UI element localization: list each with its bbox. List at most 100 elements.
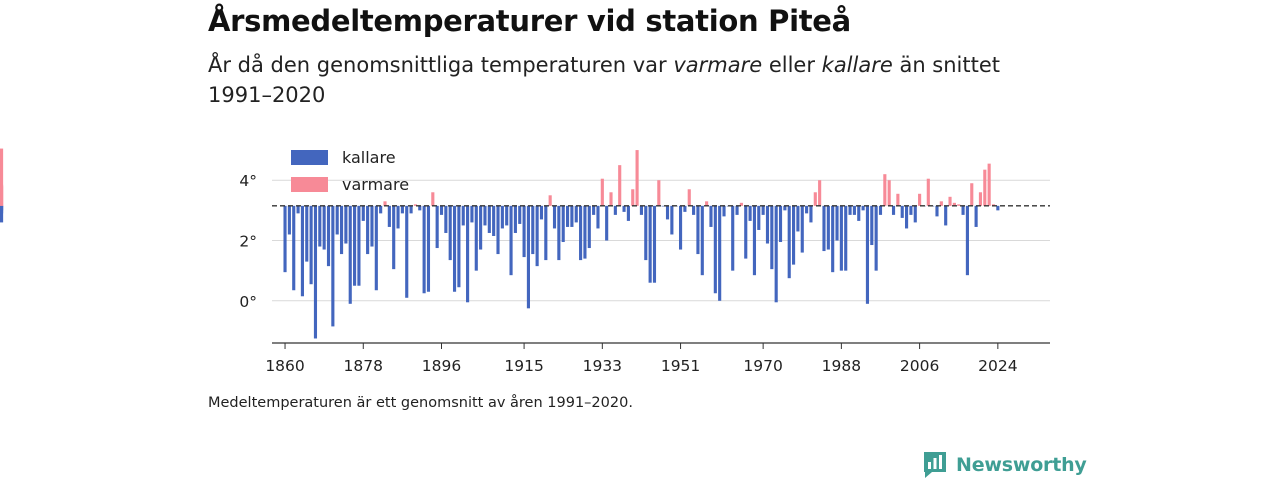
bar-colder <box>379 205 383 214</box>
bar-colder <box>857 205 861 221</box>
bar-colder <box>557 205 561 261</box>
bar-colder <box>470 205 474 223</box>
x-tick-label: 1933 <box>583 357 622 375</box>
bar-colder <box>874 205 878 271</box>
bar-colder <box>835 205 839 241</box>
bar-warmer <box>883 174 887 206</box>
bar-colder <box>361 205 365 221</box>
bar-colder <box>357 205 361 286</box>
x-tick-label: 1915 <box>504 357 543 375</box>
bar-warmer <box>657 180 661 206</box>
bar-colder <box>713 205 717 294</box>
bar-colder <box>374 205 378 291</box>
bar-colder <box>552 205 557 229</box>
bar-colder <box>652 205 657 283</box>
bar-colder <box>909 205 913 215</box>
bar-colder <box>448 205 452 261</box>
bar-warmer <box>431 192 435 206</box>
bar-colder <box>439 205 444 215</box>
bar-colder <box>309 205 313 285</box>
bar-colder <box>735 205 739 215</box>
bar-colder <box>839 205 843 271</box>
bar-colder <box>696 205 700 255</box>
bar-colder <box>974 205 978 227</box>
newsworthy-brand[interactable]: Newsworthy <box>922 450 1087 480</box>
bar-colder <box>0 205 4 214</box>
bar-colder <box>748 205 752 221</box>
bar-colder <box>387 205 391 227</box>
bar-colder <box>596 205 600 229</box>
bar-colder <box>322 205 326 250</box>
bar-colder <box>996 205 1000 211</box>
bar-colder <box>466 205 470 303</box>
x-tick-label: 1860 <box>265 357 304 375</box>
newsworthy-logo-icon <box>924 452 946 478</box>
chart-subtitle: År då den genomsnittliga temperaturen va… <box>208 50 1048 110</box>
bar-colder <box>757 205 761 230</box>
bar-colder <box>487 205 491 233</box>
bar-warmer <box>991 204 996 206</box>
bar-colder <box>774 205 778 303</box>
bar-warmer <box>413 204 417 206</box>
bar-colder <box>348 205 352 304</box>
bar-colder <box>800 205 804 253</box>
bar-colder <box>683 205 687 212</box>
subtitle-text-start: År då den genomsnittliga temperaturen va… <box>208 53 674 77</box>
bar-colder <box>648 205 652 283</box>
bar-colder <box>353 205 357 286</box>
bar-colder <box>505 205 509 226</box>
bar-warmer <box>939 201 943 206</box>
bar-warmer <box>0 184 4 206</box>
bar-colder <box>435 205 439 249</box>
bar-colder <box>483 205 487 226</box>
bar-colder <box>479 205 483 250</box>
bar-colder <box>805 205 809 214</box>
bar-colder <box>678 205 683 250</box>
bar-colder <box>587 205 591 249</box>
bar-colder <box>422 205 426 294</box>
bar-warmer <box>813 192 817 206</box>
bar-colder <box>457 205 461 288</box>
bar-warmer <box>818 180 822 206</box>
bar-colder <box>339 205 344 255</box>
bar-colder <box>500 205 504 229</box>
bar-colder <box>335 205 339 235</box>
chart-title: Årsmedeltemperaturer vid station Piteå <box>208 4 851 38</box>
bar-warmer <box>952 202 956 206</box>
bar-colder <box>526 205 531 309</box>
bar-warmer <box>548 195 552 206</box>
legend-swatch-warmer <box>291 177 328 192</box>
x-tick-label: 2006 <box>900 357 939 375</box>
bar-colder <box>722 205 726 217</box>
bar-warmer <box>739 202 743 206</box>
bar-colder <box>870 205 874 246</box>
bar-colder <box>0 205 4 207</box>
bar-colder <box>366 205 370 255</box>
bar-colder <box>865 205 870 304</box>
bar-colder <box>344 205 348 244</box>
bar-colder <box>570 205 574 227</box>
bar-colder <box>392 205 396 270</box>
bar-colder <box>300 205 304 297</box>
bar-colder <box>396 205 400 229</box>
bar-colder <box>474 205 478 271</box>
bar-warmer <box>609 192 613 206</box>
bar-colder <box>544 205 548 261</box>
bar-warmer <box>705 201 709 206</box>
bar-colder <box>809 205 813 223</box>
bar-warmer <box>987 163 991 206</box>
bar-warmer <box>918 193 922 206</box>
bar-colder <box>579 205 583 261</box>
y-tick-label: 0° <box>239 293 257 311</box>
bar-colder <box>848 205 852 215</box>
bar-colder <box>692 205 696 215</box>
bar-colder <box>718 205 722 301</box>
bar-colder <box>765 205 770 244</box>
y-tick-label: 4° <box>239 172 257 190</box>
x-tick-label: 2024 <box>978 357 1017 375</box>
bar-colder <box>961 205 965 215</box>
bar-colder <box>287 205 291 235</box>
subtitle-emphasis-warmer: varmare <box>673 53 763 77</box>
bar-colder <box>844 205 848 271</box>
